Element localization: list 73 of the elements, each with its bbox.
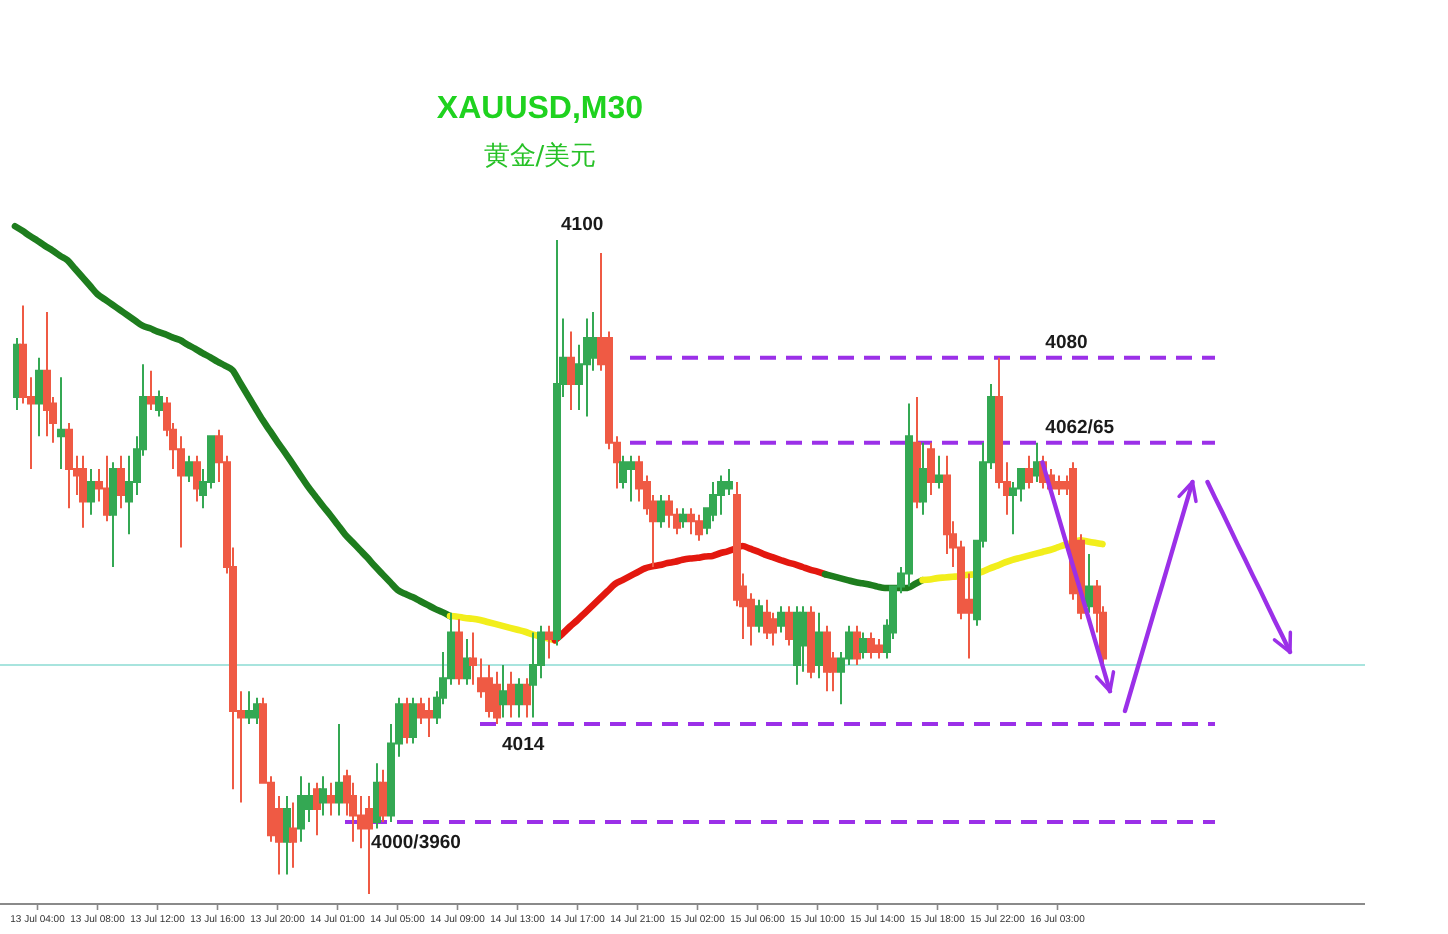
candlestick [627, 454, 635, 503]
candlestick [815, 611, 823, 680]
candlestick [335, 722, 343, 817]
candlestick [117, 454, 125, 510]
candlestick [657, 494, 665, 529]
candlestick [859, 631, 867, 660]
candlestick [755, 598, 763, 634]
chart-subtitle: 黄金/美元 [483, 140, 597, 172]
series-label: 4080 [1045, 331, 1088, 354]
candlestick [379, 768, 387, 824]
candlestick [665, 494, 673, 529]
candlestick [493, 670, 501, 725]
candlestick [567, 330, 575, 412]
candlestick [1055, 474, 1063, 497]
candlestick [87, 467, 95, 516]
candlestick [35, 356, 43, 438]
candlestick [289, 801, 297, 869]
series-label: 4062/65 [1045, 416, 1116, 439]
candlestick [507, 670, 515, 719]
candlestick [545, 624, 553, 660]
candlestick [319, 775, 327, 817]
candlestick [1025, 454, 1033, 490]
candlestick [185, 454, 193, 483]
candlestick [687, 507, 695, 536]
candlestick [867, 631, 875, 660]
candlestick [79, 454, 87, 529]
candlestick [763, 598, 771, 640]
series-label: 4000/3960 [371, 832, 461, 855]
candlestick [65, 422, 73, 510]
candlestick [875, 637, 883, 660]
candlestick [409, 696, 417, 745]
candlestick [155, 389, 163, 418]
candlestick [283, 794, 291, 876]
candlestick [913, 395, 921, 510]
candlestick [927, 441, 935, 497]
candlestick [785, 605, 793, 647]
candlestick [853, 624, 861, 667]
candlestick [583, 317, 591, 418]
candlestick [553, 239, 561, 647]
candlestick [523, 677, 531, 719]
candlestick [823, 624, 831, 693]
candlestick [327, 781, 335, 817]
candlestick [905, 402, 913, 588]
candlestick [109, 461, 117, 568]
candlestick [807, 605, 815, 680]
candlestick [717, 474, 725, 516]
candlestick [695, 513, 703, 542]
candlestick [1033, 441, 1041, 483]
candlestick [777, 605, 785, 634]
candlestick [935, 454, 943, 490]
candlestick [455, 618, 463, 686]
candlestick [313, 781, 321, 837]
candlestick [679, 507, 687, 529]
candlestick [499, 664, 507, 719]
series-label: 4014 [502, 733, 546, 756]
candlestick [529, 631, 537, 719]
candlestick [103, 454, 111, 523]
candlestick [793, 605, 801, 686]
candlestick [1085, 552, 1093, 614]
candlestick [365, 794, 373, 895]
candlestick [147, 369, 155, 412]
candlestick [245, 690, 253, 725]
candlestick [193, 454, 201, 503]
candlestick [43, 310, 51, 438]
chart-title: XAUUSD,M30 [436, 92, 644, 126]
candlestick [425, 696, 433, 739]
candlestick [485, 664, 493, 719]
candlestick [515, 677, 523, 719]
candlestick [463, 637, 471, 686]
candlestick [919, 441, 927, 516]
candlestick [297, 775, 305, 843]
text: 4100 [561, 214, 604, 236]
candlestick [57, 376, 65, 470]
